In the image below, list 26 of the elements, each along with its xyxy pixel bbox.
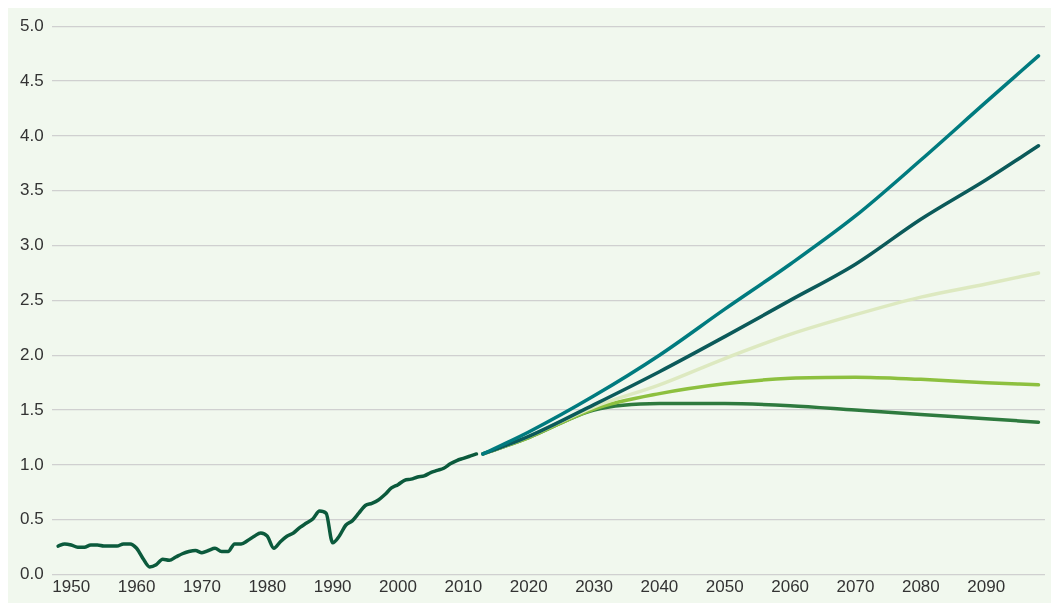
x-tick-label: 2000 — [379, 577, 417, 597]
x-tick-label: 2040 — [640, 577, 679, 597]
x-tick-label: 2060 — [771, 577, 810, 597]
y-tick-label: 0.0 — [19, 564, 44, 584]
y-tick-label: 2.5 — [19, 290, 44, 310]
x-tick-label: 1980 — [248, 577, 287, 597]
y-tick-label: 0.5 — [19, 509, 44, 529]
y-tick-label: 3.0 — [19, 235, 44, 255]
x-tick-label: 1960 — [117, 577, 156, 597]
x-tick-label: 2080 — [901, 577, 940, 597]
x-tick-label: 2010 — [444, 577, 483, 597]
x-tick-label: 2070 — [836, 577, 875, 597]
y-tick-label: 1.0 — [19, 454, 44, 474]
x-tick-label: 1950 — [52, 577, 91, 597]
y-tick-label: 4.0 — [19, 125, 44, 145]
y-tick-label: 3.5 — [19, 180, 44, 200]
x-tick-label: 2090 — [967, 577, 1006, 597]
y-tick-label: 5.0 — [19, 15, 44, 35]
x-tick-label: 1990 — [313, 577, 352, 597]
x-tick-label: 1970 — [183, 577, 221, 597]
x-tick-label: 2050 — [705, 577, 744, 597]
x-tick-label: 2030 — [575, 577, 613, 597]
y-tick-label: 1.5 — [19, 399, 44, 419]
y-tick-label: 2.0 — [19, 344, 44, 364]
y-tick-label: 4.5 — [19, 70, 44, 90]
x-tick-label: 2020 — [509, 577, 548, 597]
